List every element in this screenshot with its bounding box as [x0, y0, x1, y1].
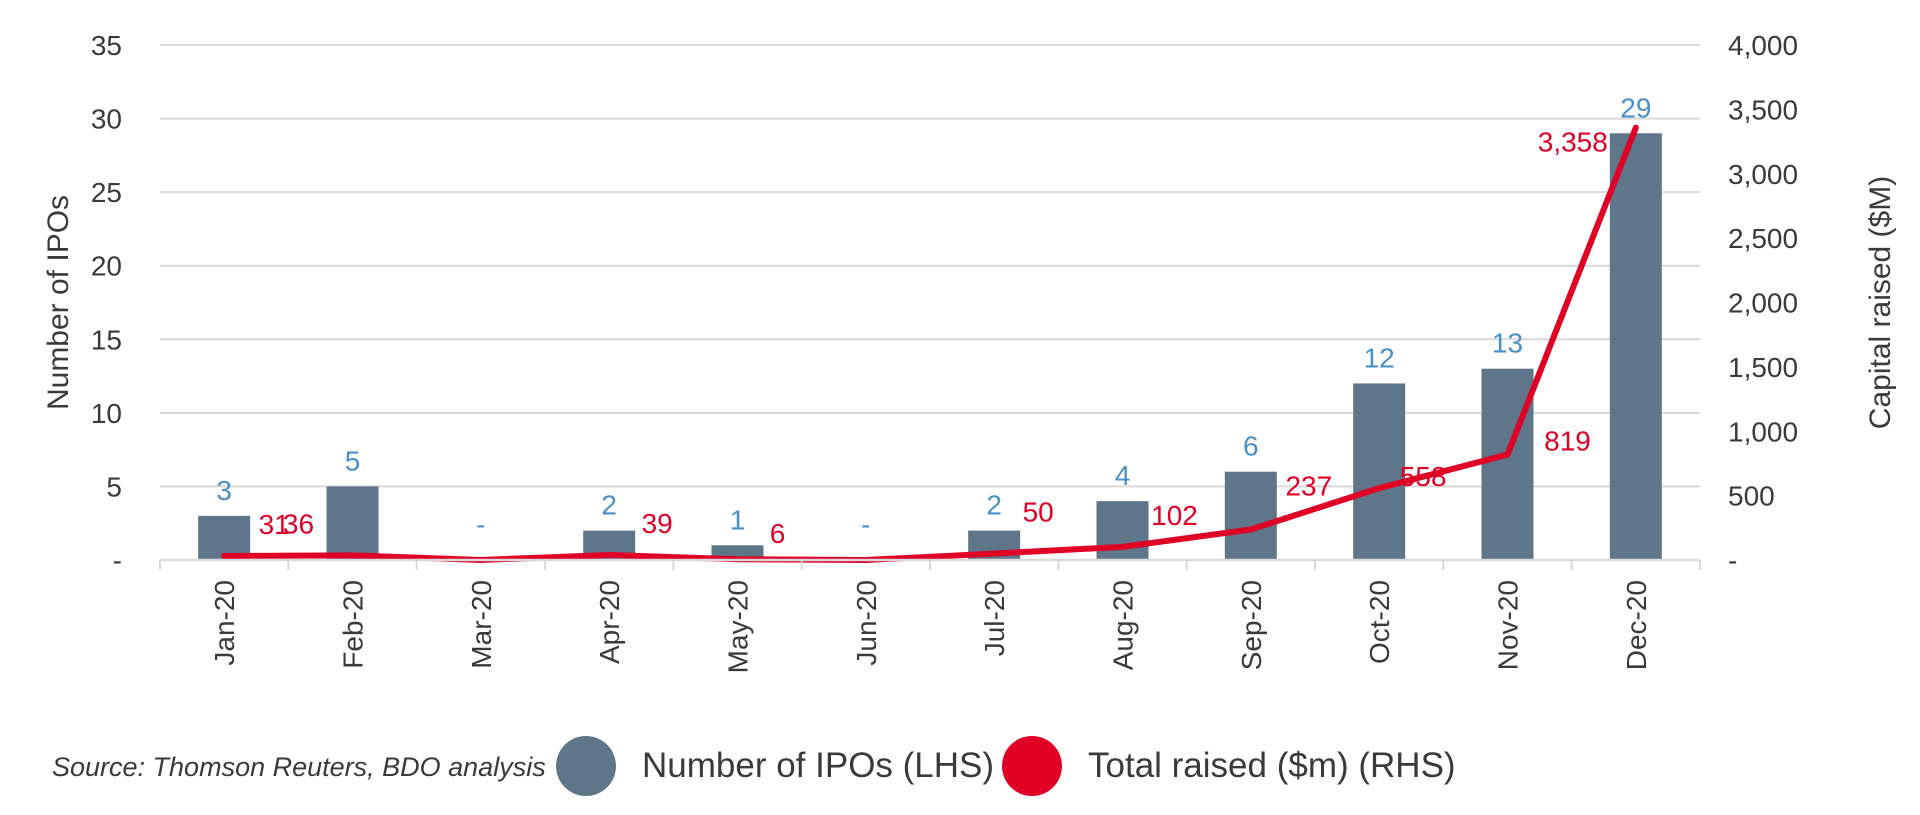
- bar-series: [198, 133, 1662, 561]
- y-right-tick-label: 500: [1728, 481, 1775, 512]
- x-category-label: Sep-20: [1236, 580, 1267, 670]
- line-data-label: 36: [283, 508, 314, 539]
- y-right-tick-label: 2,500: [1728, 223, 1798, 254]
- y-left-axis-title: Number of IPOs: [42, 195, 75, 410]
- x-category-label: Apr-20: [594, 580, 625, 664]
- bar-data-label: 12: [1364, 342, 1395, 373]
- line-point: [1248, 527, 1253, 532]
- line-data-label: 31: [259, 509, 290, 540]
- line-point: [607, 552, 612, 557]
- line-point: [1377, 486, 1382, 491]
- bar: [1096, 501, 1149, 560]
- bar-data-label: -: [861, 509, 870, 540]
- line-data-label: 3,358: [1538, 127, 1608, 158]
- bar: [198, 515, 251, 560]
- chart-footer: Source: Thomson Reuters, BDO analysis Nu…: [0, 728, 1920, 808]
- y-right-tick-label: 2,000: [1728, 288, 1798, 319]
- legend-label-ipos: Number of IPOs (LHS): [642, 746, 995, 785]
- bar-data-label: 4: [1115, 460, 1131, 491]
- y-left-tick-label: 10: [91, 398, 122, 429]
- bar-data-label: -: [476, 509, 485, 540]
- legend-item-raised: Total raised ($m) (RHS): [1002, 736, 1456, 796]
- y-right-tick-label: -: [1728, 545, 1737, 576]
- y-left-tick-label: -: [113, 545, 122, 576]
- bar: [1353, 383, 1406, 560]
- line-data-label: 102: [1151, 500, 1198, 531]
- bar: [326, 486, 379, 560]
- bar-data-label: 2: [601, 490, 617, 521]
- bar-data-label: 29: [1620, 92, 1651, 123]
- bar-data-label: 2: [986, 490, 1002, 521]
- bar-data-label: 6: [1243, 431, 1259, 462]
- gridlines: [160, 44, 1700, 488]
- legend-swatch-bars: [556, 736, 616, 796]
- x-category-label: Aug-20: [1108, 580, 1139, 670]
- line-point: [222, 554, 227, 559]
- line-data-label: 819: [1544, 426, 1591, 457]
- legend-swatch-line: [1002, 736, 1062, 796]
- line-point: [1120, 544, 1125, 549]
- y-right-axis-title: Capital raised ($M): [1864, 176, 1897, 429]
- line-data-label: 558: [1400, 461, 1447, 492]
- y-right-tick-label: 3,500: [1728, 94, 1798, 125]
- line-data-label: 237: [1285, 470, 1332, 501]
- x-category-label: May-20: [723, 580, 754, 673]
- bar-data-label: 13: [1492, 328, 1523, 359]
- y-left-tick-label: 5: [106, 471, 122, 502]
- bar: [1224, 471, 1277, 560]
- line-data-label: 6: [770, 518, 786, 549]
- x-category-label: Oct-20: [1364, 580, 1395, 664]
- source-note: Source: Thomson Reuters, BDO analysis: [52, 752, 546, 782]
- line-point: [350, 553, 355, 558]
- y-left-tick-label: 25: [91, 177, 122, 208]
- y-right-tick-label: 1,500: [1728, 352, 1798, 383]
- x-category-label: Jul-20: [979, 580, 1010, 656]
- y-left-tick-label: 20: [91, 251, 122, 282]
- line-data-label: 39: [642, 508, 673, 539]
- bar-data-label: 3: [216, 475, 232, 506]
- y-left-tick-label: 35: [91, 30, 122, 61]
- x-category-label: Jun-20: [851, 580, 882, 666]
- y-left-tick-label: 15: [91, 324, 122, 355]
- bar: [1481, 368, 1534, 560]
- x-category-label: Dec-20: [1621, 580, 1652, 670]
- legend-item-ipos: Number of IPOs (LHS): [556, 736, 994, 796]
- axes: -5101520253035-5001,0001,5002,0002,5003,…: [42, 30, 1897, 673]
- bar-data-label: 5: [345, 445, 361, 476]
- bar: [1609, 133, 1662, 561]
- line-point: [1505, 452, 1510, 457]
- x-category-label: Nov-20: [1493, 580, 1524, 670]
- line-series: [221, 124, 1639, 563]
- y-left-tick-label: 30: [91, 104, 122, 135]
- bar-data-label: 1: [730, 504, 746, 535]
- line-point: [992, 551, 997, 556]
- legend-label-raised: Total raised ($m) (RHS): [1088, 746, 1456, 785]
- x-category-label: Feb-20: [338, 580, 369, 669]
- x-category-label: Jan-20: [209, 580, 240, 666]
- y-right-tick-label: 1,000: [1728, 416, 1798, 447]
- line-point: [1633, 125, 1638, 130]
- line-data-label: 50: [1023, 497, 1054, 528]
- y-right-tick-label: 4,000: [1728, 30, 1798, 61]
- x-category-label: Mar-20: [466, 580, 497, 669]
- y-right-tick-label: 3,000: [1728, 159, 1798, 190]
